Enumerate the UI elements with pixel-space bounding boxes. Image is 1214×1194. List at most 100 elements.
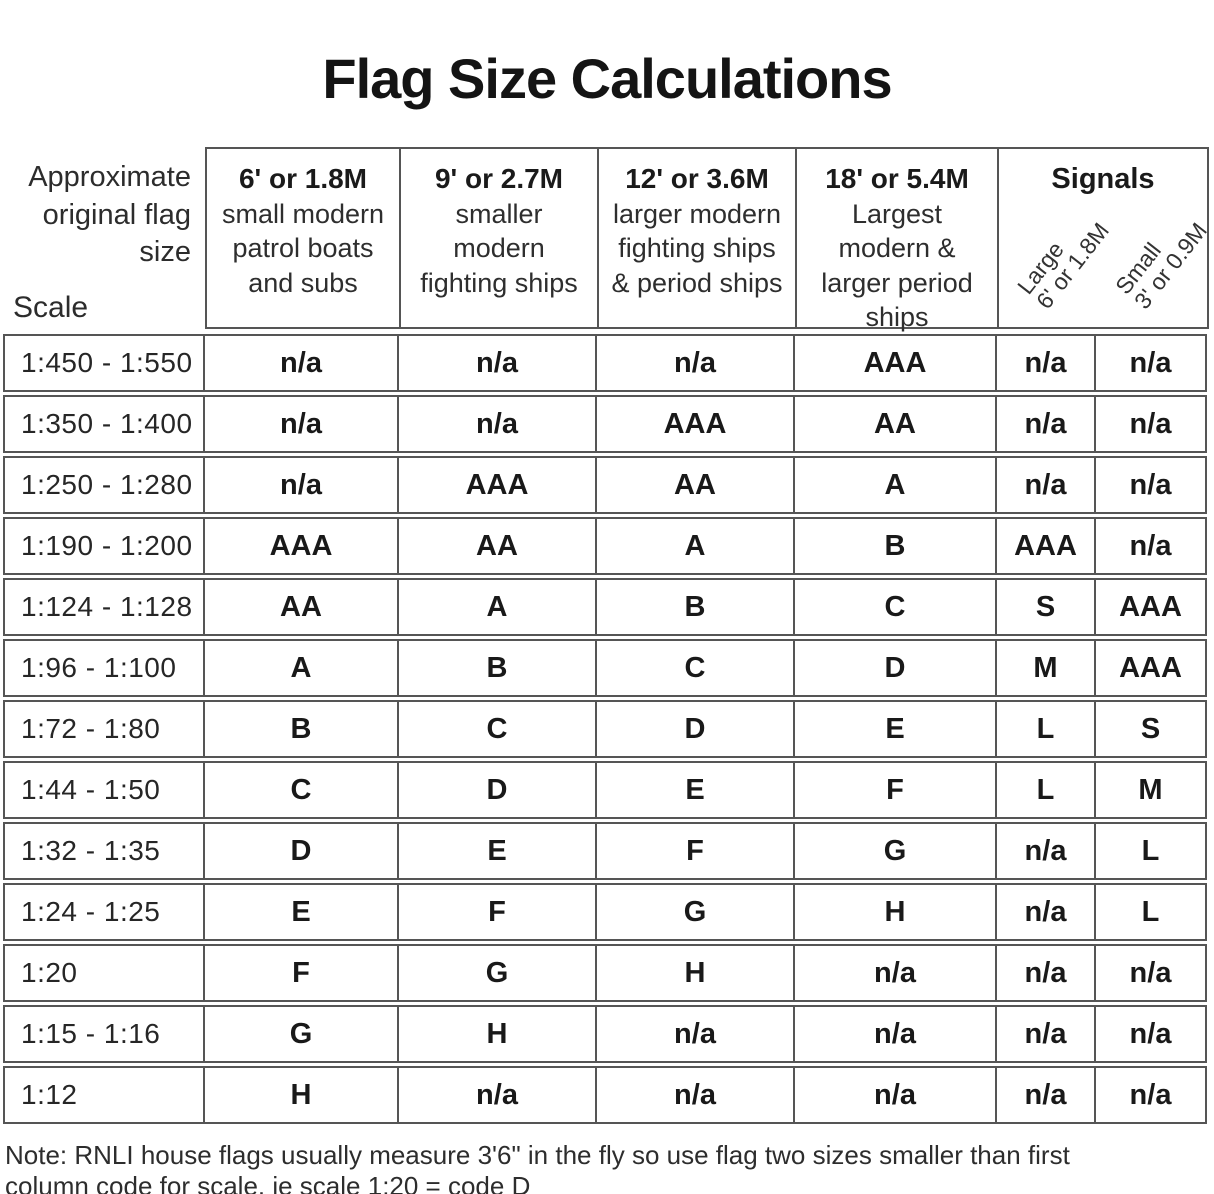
column-header-desc-line: & period ships [611,267,783,298]
scale-cell: 1:72 - 1:80 [3,700,205,758]
code-cell: H [203,1066,399,1124]
code-cell: n/a [595,1066,795,1124]
code-cell: n/a [397,1066,597,1124]
code-cell: n/a [995,1005,1096,1063]
code-cell: n/a [793,944,997,1002]
code-cell: n/a [995,1066,1096,1124]
table-body: 1:450 - 1:550 n/a n/a n/a AAA n/a n/a 1:350 - 1… [3,334,1214,1124]
code-cell: A [793,456,997,514]
scale-cell: 1:96 - 1:100 [3,639,205,697]
code-cell: F [595,822,795,880]
column-header-3: 12' or 3.6M larger modern fighting ships & … [597,147,797,329]
signals-header-cell: Signals Large 6' or 1.8M Small 3' or 0.9M [997,147,1212,329]
column-header-size: 12' or 3.6M [625,163,769,194]
code-cell: G [595,883,795,941]
column-header-desc-line: smaller [455,198,543,229]
column-header-desc-line: fighting ships [420,267,578,298]
code-cell: AAA [1094,639,1207,697]
table-row: 1:450 - 1:550 n/a n/a n/a AAA n/a n/a [3,334,1214,392]
code-cell: AAA [995,517,1096,575]
code-cell: G [793,822,997,880]
code-cell: M [995,639,1096,697]
code-cell: n/a [793,1066,997,1124]
footnote-line-2: column code for scale. ie scale 1:20 = c… [5,1171,531,1194]
column-header-desc-line: and subs [248,267,358,298]
table-row: 1:190 - 1:200 AAA AA A B AAA n/a [3,517,1214,575]
code-cell: n/a [995,822,1096,880]
approx-flag-size-label: Approximate original flag size [3,147,205,272]
code-cell: AAA [1094,578,1207,636]
signals-title: Signals [1051,163,1155,195]
approx-flag-size-line: original flag [42,198,191,231]
code-cell: E [793,700,997,758]
approx-flag-size-line: Approximate [28,161,191,193]
code-cell: A [203,639,399,697]
code-cell: H [793,883,997,941]
scale-cell: 1:350 - 1:400 [3,395,205,453]
scale-cell: 1:32 - 1:35 [3,822,205,880]
table-row: 1:96 - 1:100 A B C D M AAA [3,639,1214,697]
scale-cell: 1:250 - 1:280 [3,456,205,514]
code-cell: H [397,1005,597,1063]
code-cell: B [595,578,795,636]
code-cell: D [203,822,399,880]
code-cell: S [1094,700,1207,758]
footnote: Note: RNLI house flags usually measure 3… [5,1140,1214,1194]
code-cell: C [595,639,795,697]
scale-cell: 1:15 - 1:16 [3,1005,205,1063]
scale-cell: 1:450 - 1:550 [3,334,205,392]
code-cell: n/a [995,883,1096,941]
code-cell: D [793,639,997,697]
code-cell: B [203,700,399,758]
code-cell: G [397,944,597,1002]
column-header-desc-line: ships [865,302,929,333]
scale-cell: 1:124 - 1:128 [3,578,205,636]
code-cell: AAA [595,395,795,453]
scale-cell: 1:24 - 1:25 [3,883,205,941]
column-header-desc-line: larger period [821,267,973,298]
approx-flag-size-line: size [139,236,191,269]
code-cell: C [397,700,597,758]
column-header-desc-line: larger modern [612,198,782,229]
code-cell: C [203,761,399,819]
scale-cell: 1:190 - 1:200 [3,517,205,575]
code-cell: B [793,517,997,575]
signal-large-label: Large 6' or 1.8M [1012,204,1114,314]
code-cell: F [793,761,997,819]
code-cell: D [595,700,795,758]
code-cell: n/a [203,395,399,453]
footnote-line-1: Note: RNLI house flags usually measure 3… [5,1140,1070,1170]
code-cell: B [397,639,597,697]
code-cell: n/a [1094,517,1207,575]
code-cell: C [793,578,997,636]
column-header-desc-line: fighting ships [618,233,776,264]
column-header-size: 6' or 1.8M [238,163,368,194]
column-header-desc-line: small modern [221,198,385,229]
code-cell: A [595,517,795,575]
scale-cell: 1:44 - 1:50 [3,761,205,819]
code-cell: S [995,578,1096,636]
code-cell: L [995,761,1096,819]
code-cell: n/a [595,334,795,392]
code-cell: n/a [995,944,1096,1002]
code-cell: n/a [995,334,1096,392]
code-cell: n/a [995,395,1096,453]
code-cell: n/a [595,1005,795,1063]
code-cell: L [1094,822,1207,880]
page-title: Flag Size Calculations [322,47,892,110]
code-cell: n/a [1094,1066,1207,1124]
code-cell: AA [793,395,997,453]
code-cell: L [995,700,1096,758]
code-cell: n/a [397,395,597,453]
code-cell: n/a [203,456,399,514]
table-row: 1:350 - 1:400 n/a n/a AAA AA n/a n/a [3,395,1214,453]
code-cell: n/a [793,1005,997,1063]
code-cell: n/a [1094,944,1207,1002]
code-cell: E [595,761,795,819]
code-cell: n/a [1094,456,1207,514]
